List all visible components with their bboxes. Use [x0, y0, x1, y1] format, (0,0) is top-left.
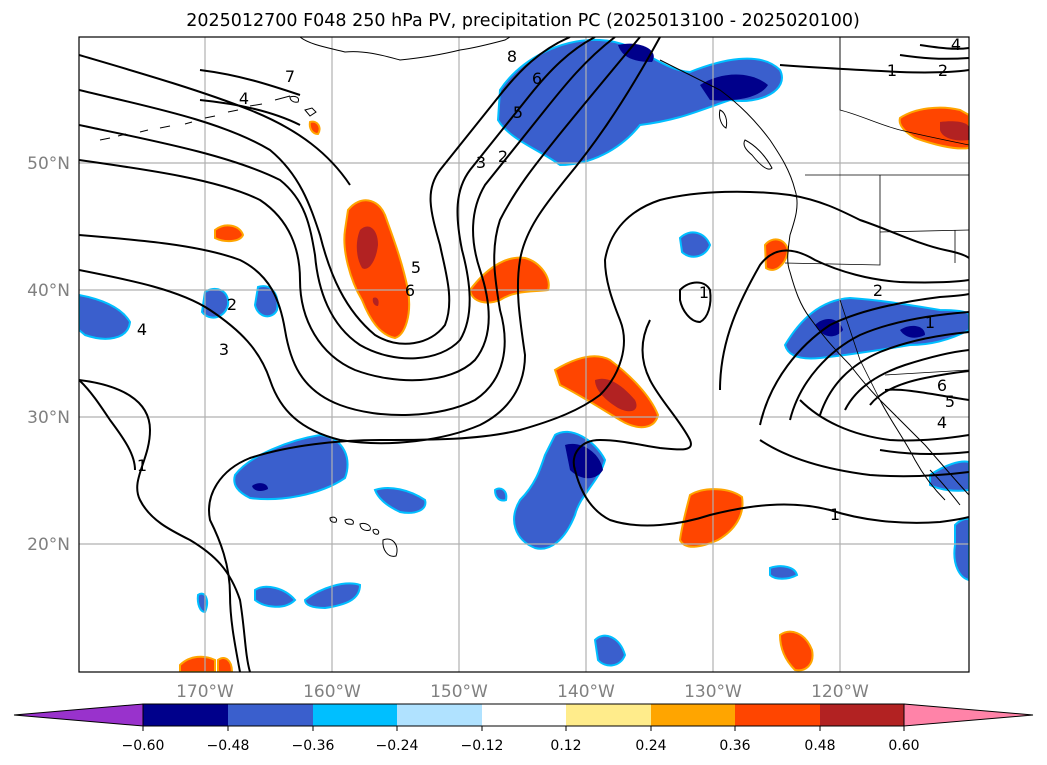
map-panel: [78, 36, 970, 673]
contour-label: 1: [137, 456, 147, 475]
colorbar-extend-right: [903, 703, 1034, 727]
strong-positive-area-canada-east: [940, 121, 969, 141]
positive-area-small-b: [308, 120, 321, 136]
contour-label: 8: [507, 47, 517, 66]
colorbar-tick-label: 0.60: [888, 738, 919, 754]
colorbar-segment: [820, 704, 904, 726]
latitude-label: 30°N: [27, 408, 70, 428]
contour-label: 6: [937, 376, 947, 395]
negative-area-baja: [929, 460, 969, 492]
contour-labels: 7 4 8 6 5 3 2 1 2 4 2 3 4 5 6 1 1 2 1 6 …: [137, 35, 961, 524]
contour-label: 1: [699, 283, 709, 302]
precipitation-shading: [79, 38, 969, 672]
colorbar-segment: [313, 704, 397, 726]
contour-label: 1: [887, 61, 897, 80]
positive-anomaly-areas: [179, 106, 969, 672]
colorbar-tick-label: −0.36: [292, 738, 335, 754]
negative-area-near-hawaii: [373, 487, 427, 514]
contour-label: 5: [945, 392, 955, 411]
longitude-label: 120°W: [811, 682, 869, 702]
contour-label: 4: [137, 320, 147, 339]
colorbar-tick-label: 0.12: [550, 738, 581, 754]
political-borders: [784, 37, 969, 401]
positive-area-south-a: [778, 630, 814, 672]
longitude-label: 170°W: [176, 682, 234, 702]
latitude-label: 20°N: [27, 535, 70, 555]
contour-label: 1: [925, 313, 935, 332]
coastlines: [99, 37, 969, 557]
longitude-labels: 170°W 160°W 150°W 140°W 130°W 120°W: [176, 682, 869, 702]
negative-area-small-b: [253, 285, 279, 318]
negative-area-small-c: [678, 231, 712, 258]
colorbar-extend-left: [13, 703, 144, 727]
contour-label: 6: [532, 69, 542, 88]
latitude-labels: 50°N 40°N 30°N 20°N: [27, 154, 70, 555]
strong-negative-area-california-east: [900, 325, 925, 338]
contour-label: 6: [405, 281, 415, 300]
figure-title: 2025012700 F048 250 hPa PV, precipitatio…: [186, 11, 860, 31]
contour-label: 5: [513, 103, 523, 122]
colorbar: −0.60 −0.48 −0.36 −0.24 −0.12 0.12 0.24 …: [13, 703, 1034, 754]
negative-area-tiny-a: [493, 487, 508, 502]
contour-label: 2: [227, 295, 237, 314]
negative-area-small-a: [200, 287, 230, 319]
longitude-label: 130°W: [684, 682, 742, 702]
colorbar-ticks: [142, 726, 905, 731]
negative-area-south-d: [593, 634, 627, 667]
contour-label: 2: [873, 281, 883, 300]
strong-negative-dot-subtropical: [252, 483, 268, 491]
contour-label: 5: [411, 258, 421, 277]
colorbar-tick-label: −0.48: [207, 738, 250, 754]
longitude-label: 150°W: [430, 682, 488, 702]
positive-area-south-east: [678, 488, 744, 548]
negative-area-subtropical-west: [233, 433, 349, 501]
strong-positive-area-central-pacific: [356, 226, 378, 269]
longitude-label: 140°W: [557, 682, 615, 702]
colorbar-tick-label: −0.12: [461, 738, 504, 754]
negative-area-west-edge: [79, 293, 132, 340]
strong-negative-area-california: [815, 318, 843, 337]
contour-label: 7: [285, 67, 295, 86]
latitude-label: 50°N: [27, 154, 70, 174]
colorbar-tick-label: 0.24: [635, 738, 666, 754]
negative-area-south-a: [254, 585, 297, 608]
negative-area-south-e: [769, 565, 799, 580]
longitude-label: 160°W: [303, 682, 361, 702]
colorbar-tick-label: 0.48: [804, 738, 835, 754]
negative-area-mexico-coast: [953, 517, 969, 582]
strong-positive-dot-central-pacific: [372, 297, 379, 306]
negative-area-gulf-of-alaska: [496, 38, 783, 167]
contour-label: 4: [239, 89, 249, 108]
colorbar-tick-label: −0.60: [122, 738, 165, 754]
map-frame: [78, 36, 970, 673]
positive-area-south-c: [217, 657, 234, 672]
contour-label: 3: [476, 153, 486, 172]
colorbar-frame: [142, 703, 905, 727]
strong-negative-area-alaska-north: [618, 43, 654, 62]
pv-contours: [79, 37, 969, 672]
positive-area-small-a: [214, 224, 245, 243]
colorbar-segment: [397, 704, 482, 726]
contour-label: 4: [951, 35, 961, 54]
contour-label: 4: [937, 413, 947, 432]
contour-label: 2: [498, 147, 508, 166]
colorbar-segment: [143, 704, 228, 726]
contour-label: 1: [830, 505, 840, 524]
colorbar-segment: [228, 704, 313, 726]
contour-label: 2: [938, 61, 948, 80]
colorbar-segment: [566, 704, 651, 726]
colorbar-tick-label: 0.36: [719, 738, 750, 754]
colorbar-segment: [651, 704, 735, 726]
negative-anomaly-areas: [79, 38, 969, 667]
latitude-label: 40°N: [27, 281, 70, 301]
contour-label: 3: [219, 340, 229, 359]
colorbar-tick-label: −0.24: [376, 738, 419, 754]
strong-negative-area-gulf-of-alaska: [700, 74, 768, 101]
colorbar-segment: [735, 704, 820, 726]
colorbar-segment: [482, 704, 566, 726]
strong-positive-area-subtropical-east: [595, 378, 637, 412]
